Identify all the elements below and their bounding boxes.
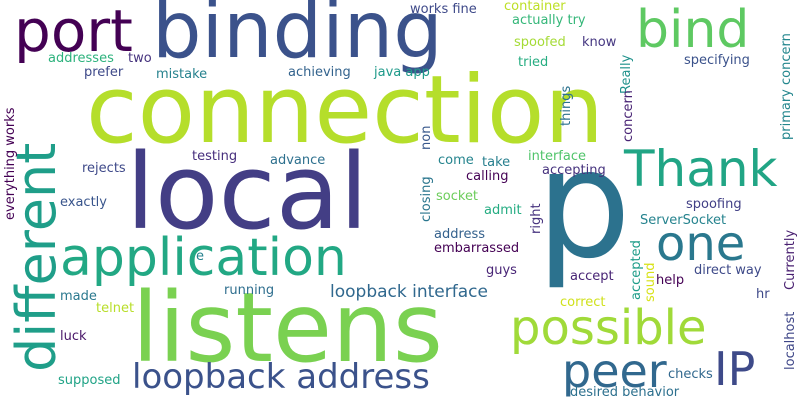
word-address: address [434,227,486,242]
word-spoofing: spoofing [686,197,742,212]
word-socket: socket [436,189,479,204]
word-ip: IP [714,342,756,396]
word-things: things [559,85,574,126]
word-specifying: specifying [684,53,750,68]
word-running: running [224,283,275,298]
word-different: different [5,142,68,372]
word-admit: admit [484,203,522,218]
word-prefer: prefer [84,65,124,80]
word-testing: testing [192,149,238,164]
word-non: non [419,125,434,150]
word-exactly: exactly [60,195,107,210]
word-listens: listens [132,272,443,384]
word-advance: advance [270,153,326,168]
word-serversocket: ServerSocket [640,213,727,228]
word-correct: correct [560,295,606,310]
word-localhost: localhost [783,311,798,370]
word-works-fine: works fine [410,2,477,17]
word-embarrassed: embarrassed [434,241,520,256]
word-help: help [656,273,685,288]
word-concern: concern [621,90,636,142]
word-thank: Thank [624,140,778,198]
word-checks: checks [668,367,713,382]
word-really: Really [619,54,634,94]
word-tried: tried [518,55,549,70]
word-java-app: java app [374,65,430,80]
word-telnet: telnet [96,301,135,316]
word-local: local [126,131,369,253]
word-desired-behavior: desired behavior [570,385,680,400]
word-peer: peer [562,344,667,398]
word-application: application [60,228,347,288]
word-accept: accept [570,269,614,284]
word-luck: luck [60,329,87,344]
word-loopback-interface: loopback interface [330,282,488,302]
word-right: right [529,203,544,234]
word-hr: hr [756,287,770,302]
word-supposed: supposed [58,373,121,388]
word-possible: possible [510,300,707,356]
word-actually-try: actually try [512,13,586,28]
word-accepting: accepting [542,163,606,178]
word-addresses: addresses [48,51,114,66]
word-binding: binding [152,0,443,76]
word-accepted: accepted [629,240,644,300]
word-direct-way: direct way [694,263,762,278]
word-one: one [656,216,746,272]
word-two: two [128,51,152,66]
word-loopback-address: loopback address [132,357,430,397]
word-interface: interface [528,149,586,164]
word-e: e [196,249,204,264]
word-rejects: rejects [82,161,126,176]
word-calling: calling [466,169,509,184]
word-achieving: achieving [288,65,351,80]
word-mistake: mistake [156,67,208,82]
word-p: p [536,118,632,292]
word-closing: closing [419,176,434,222]
word-primary-concern: primary concern [779,33,794,140]
word-take: take [482,155,511,170]
word-everything-works: everything works [3,107,18,220]
word-made: made [60,289,97,304]
word-know: know [582,35,617,50]
word-come: come [438,153,474,168]
word-currently: Currently [783,229,798,290]
word-guys: guys [486,263,517,278]
word-container: container [504,0,566,14]
word-port: port [14,0,133,65]
word-spoofed: spoofed [514,35,566,50]
word-bind: bind [636,0,750,60]
word-connection: connection [86,56,604,165]
